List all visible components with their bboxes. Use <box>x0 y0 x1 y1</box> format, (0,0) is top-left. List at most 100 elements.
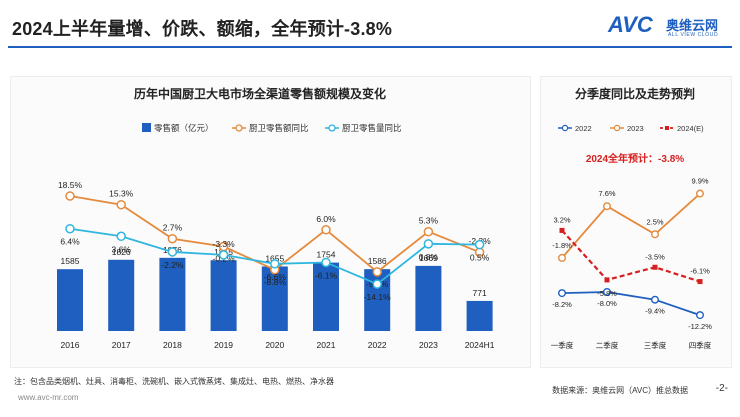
volume-yoy-data-label: 0.8% <box>419 252 439 262</box>
bar-2024H1 <box>466 300 493 331</box>
yoy-2024e-data-label: -6.1% <box>690 267 710 276</box>
legend-2024e-label: 2024(E) <box>677 124 704 133</box>
forecast-annotation: 2024全年预计：-3.8% <box>586 152 684 165</box>
yoy-2024e-line <box>561 229 701 283</box>
yoy-2023-point <box>603 202 612 211</box>
x-tick-label: 2019 <box>214 340 233 350</box>
yoy-2022-data-label: -8.0% <box>597 299 617 308</box>
legend-2022-marker <box>561 124 569 132</box>
volume-yoy-data-label: -14.1% <box>364 292 391 302</box>
yoy-2022-data-label: -9.4% <box>645 307 665 316</box>
legend-bar-swatch <box>142 123 151 132</box>
volume-yoy-point <box>116 231 126 242</box>
right-chart-title: 分季度同比及走势预判 <box>575 86 695 101</box>
bar-value-label: 1585 <box>61 256 80 266</box>
legend-bar-label: 零售额（亿元） <box>154 123 214 133</box>
right-legend: 2022 2023 2024(E) <box>558 124 704 133</box>
x-tick-label: 2018 <box>163 340 182 350</box>
right-chart-panel <box>540 76 732 368</box>
legend-volume-label: 厨卫零售量同比 <box>342 123 402 133</box>
amount-yoy-point <box>65 191 75 201</box>
yoy-2024e-data-label: 3.2% <box>553 215 570 224</box>
volume-yoy-point <box>218 250 229 260</box>
yoy-2024e-point <box>652 264 658 270</box>
bar-2017 <box>108 259 135 331</box>
x-tick-label: 2016 <box>61 340 80 350</box>
yoy-2024e-point <box>559 227 565 233</box>
volume-yoy-point <box>372 279 382 289</box>
amount-yoy-point <box>321 225 331 235</box>
amount-yoy-data-label: -8.8% <box>264 277 287 287</box>
bar-value-label: 1754 <box>317 250 336 260</box>
logo-mark: AVC <box>608 12 653 37</box>
bar-2021 <box>313 262 339 331</box>
footnote: 注：包含品类烟机、灶具、消毒柜、洗碗机、嵌入式微蒸烤、集成灶、电热、燃热、净水器 <box>14 377 334 386</box>
amount-yoy-point <box>167 233 178 244</box>
volume-yoy-point <box>65 223 75 234</box>
volume-yoy-point <box>270 259 280 269</box>
x-tick-label: 2020 <box>265 340 284 350</box>
x-tick-label: 2021 <box>317 340 336 350</box>
x-tick-label: 2023 <box>419 340 438 350</box>
yoy-2022-point <box>603 287 612 296</box>
bar-value-label: 1655 <box>265 253 284 263</box>
bar-value-label: 1586 <box>368 256 387 266</box>
annual-retail-chart: 历年中国厨卫大电市场全渠道零售额规模及变化 零售额（亿元） 厨卫零售额同比 厨卫… <box>57 86 495 350</box>
x-tick-label: 2024H1 <box>465 340 495 350</box>
line-series: 18.5%15.3%2.7%-0.2%-8.8%6.0%-9.6%5.3%-2.… <box>58 180 491 302</box>
legend-2023-marker <box>613 124 621 132</box>
yoy-2022-line <box>561 291 701 316</box>
quarter-line-series: -8.2% -8.0% -9.4% -12.2% -1.8% 7.6% 2.5% 9.9% 3.… <box>552 177 712 332</box>
amount-yoy-data-label: 18.5% <box>58 180 83 190</box>
volume-yoy-data-label: -2.2% <box>161 260 184 270</box>
logo-cn-text: 奥维云网 <box>666 18 719 33</box>
bar-series: 15851826187618151655175415861669771 <box>57 245 493 331</box>
legend-amount-label: 厨卫零售额同比 <box>249 123 309 133</box>
website-link[interactable]: www.avc-mr.com <box>18 393 79 402</box>
volume-yoy-point <box>167 247 178 257</box>
legend-amount-marker <box>235 124 243 132</box>
yoy-2022-point <box>558 289 567 298</box>
yoy-2023-point <box>650 230 659 239</box>
bar-2018 <box>159 257 186 331</box>
data-source: 数据来源：奥维云网（AVC）推总数据 <box>552 386 688 395</box>
legend-2022-label: 2022 <box>575 124 592 133</box>
amount-yoy-data-label: 2.7% <box>163 223 183 233</box>
volume-yoy-data-label: -3.3% <box>212 239 235 249</box>
quarter-tick-label: 四季度 <box>689 340 712 350</box>
page-number: -2- <box>715 383 728 394</box>
volume-yoy-data-label: 0.5% <box>470 253 490 263</box>
volume-yoy-data-label: -6.6% <box>264 272 287 282</box>
yoy-2022-point <box>650 295 659 304</box>
bar-2019 <box>210 260 237 331</box>
yoy-2023-point <box>695 189 704 198</box>
x-tick-label: 2017 <box>112 340 131 350</box>
avc-logo: AVC 奥维云网 ALL VIEW CLOUD <box>608 12 728 42</box>
yoy-2022-point <box>695 311 704 320</box>
bar-value-label: 1669 <box>419 253 438 263</box>
yoy-2022-data-label: -8.2% <box>552 300 572 309</box>
legend-2023-label: 2023 <box>627 124 644 133</box>
yoy-2023-data-label: 9.9% <box>691 177 708 186</box>
volume-yoy-point <box>423 239 434 249</box>
volume-yoy-point <box>321 257 331 268</box>
bar-2016 <box>57 269 83 331</box>
bar-2020 <box>261 266 288 331</box>
quarter-tick-label: 二季度 <box>596 340 619 350</box>
logo-en-text: ALL VIEW CLOUD <box>668 32 719 38</box>
yoy-2024e-data-label: -3.5% <box>645 252 665 261</box>
quarter-tick-label: 三季度 <box>644 340 667 350</box>
yoy-2024e-point <box>604 277 610 283</box>
yoy-2024e-data-label: -5.8% <box>597 289 617 298</box>
yoy-2023-point <box>558 253 567 262</box>
left-legend: 零售额（亿元） 厨卫零售额同比 厨卫零售量同比 <box>142 123 402 133</box>
page-title: 2024上半年量增、价跌、额缩，全年预计-3.8% <box>12 19 393 39</box>
amount-yoy-data-label: 6.0% <box>316 214 336 224</box>
bar-value-label: 771 <box>473 288 487 298</box>
legend-2024e-marker <box>665 126 669 130</box>
yoy-2024e-point <box>697 279 703 285</box>
x-tick-label: 2022 <box>368 340 387 350</box>
quarter-x-axis-ticks: 一季度 二季度 三季度 四季度 <box>551 340 712 350</box>
legend-volume-marker <box>328 124 336 132</box>
volume-yoy-point <box>474 239 485 250</box>
